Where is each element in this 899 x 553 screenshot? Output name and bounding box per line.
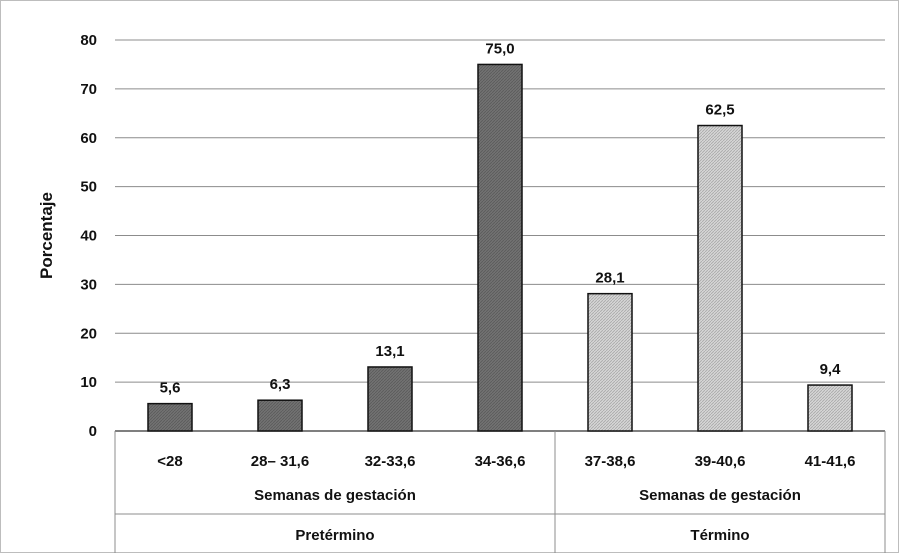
- y-tick-label: 50: [80, 179, 97, 196]
- bar: [257, 399, 303, 432]
- bar: [367, 366, 413, 432]
- x-category-label: 32-33,6: [365, 453, 416, 470]
- data-label: 75,0: [485, 40, 514, 57]
- y-tick-label: 20: [80, 325, 97, 342]
- bar: [587, 292, 633, 432]
- x-category-label: <28: [157, 453, 182, 470]
- x-category-label: 41-41,6: [805, 453, 856, 470]
- x-category-label: 39-40,6: [695, 453, 746, 470]
- y-axis-ticks: 0 10 20 30 40 50 60 70 80: [80, 32, 97, 440]
- group-name: Pretérmino: [295, 527, 374, 544]
- y-tick-label: 30: [80, 276, 97, 293]
- bars: [147, 63, 853, 432]
- data-label: 62,5: [705, 102, 734, 119]
- y-tick-label: 40: [80, 228, 97, 245]
- bar: [697, 124, 743, 432]
- data-label: 28,1: [595, 270, 624, 287]
- y-tick-label: 80: [80, 32, 97, 49]
- y-tick-label: 70: [80, 81, 97, 98]
- x-category-label: 34-36,6: [475, 453, 526, 470]
- data-labels: 5,6 6,3 13,1 75,0 28,1 62,5 9,4: [160, 40, 842, 396]
- bar: [147, 402, 193, 432]
- y-tick-label: 10: [80, 374, 97, 391]
- x-category-label: 37-38,6: [585, 453, 636, 470]
- data-label: 6,3: [270, 376, 291, 393]
- bar: [807, 384, 853, 432]
- group-sublabel: Semanas de gestación: [254, 487, 416, 504]
- group-name: Término: [690, 527, 749, 544]
- x-axis: <28 28– 31,6 32-33,6 34-36,6 37-38,6 39-40,6 4…: [114, 431, 886, 553]
- y-axis-title: Porcentaje: [37, 192, 56, 279]
- bar: [477, 63, 523, 432]
- data-label: 9,4: [820, 361, 842, 378]
- group-sublabel: Semanas de gestación: [639, 487, 801, 504]
- y-tick-label: 60: [80, 130, 97, 147]
- x-category-label: 28– 31,6: [251, 453, 309, 470]
- y-tick-label: 0: [89, 423, 97, 440]
- data-label: 13,1: [375, 343, 404, 360]
- data-label: 5,6: [160, 380, 181, 397]
